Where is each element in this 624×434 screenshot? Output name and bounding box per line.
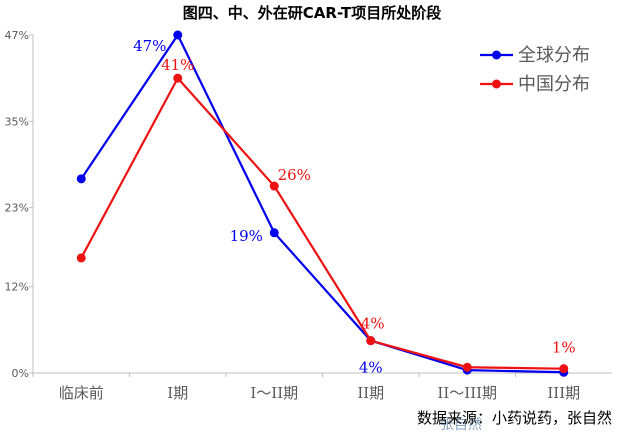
x-category-label: II期 xyxy=(357,384,384,402)
data-point xyxy=(173,30,183,40)
data-label: 47% xyxy=(133,37,166,55)
y-tick-label: 47% xyxy=(5,29,29,42)
series-line-0 xyxy=(80,32,564,374)
legend-entry: 全球分布 xyxy=(518,45,590,66)
series-line-1 xyxy=(80,76,564,370)
data-source-note: 数据来源：小药说药，张自然 xyxy=(416,409,612,427)
x-category-label: I～II期 xyxy=(250,384,298,402)
data-point xyxy=(269,228,279,238)
x-category-label: 临床前 xyxy=(59,384,104,402)
y-tick-label: 35% xyxy=(5,115,29,128)
data-label: 41% xyxy=(161,56,194,74)
chart-title: 图四、中、外在研CAR-T项目所处阶段 xyxy=(182,4,442,22)
data-point xyxy=(76,253,86,263)
legend-swatch-marker xyxy=(492,50,501,60)
data-point xyxy=(76,174,86,184)
data-label: 4% xyxy=(359,359,383,377)
x-category-label: II～III期 xyxy=(437,384,497,402)
x-category-label: I期 xyxy=(167,384,188,402)
data-point xyxy=(366,336,376,346)
data-label: 19% xyxy=(230,227,263,245)
data-point xyxy=(462,362,472,372)
data-point xyxy=(559,364,569,374)
watermark-text: 张自然 xyxy=(440,417,482,433)
data-point xyxy=(269,181,279,191)
legend-swatch-marker xyxy=(492,79,501,89)
y-tick-label: 23% xyxy=(5,202,29,215)
data-point xyxy=(173,73,183,83)
y-tick-label: 0% xyxy=(12,367,29,380)
x-category-label: III期 xyxy=(547,384,580,402)
data-label: 1% xyxy=(552,339,576,357)
data-label: 4% xyxy=(361,315,385,333)
data-label: 26% xyxy=(278,166,311,184)
y-tick-label: 12% xyxy=(5,281,29,294)
legend-entry: 中国分布 xyxy=(518,74,590,95)
